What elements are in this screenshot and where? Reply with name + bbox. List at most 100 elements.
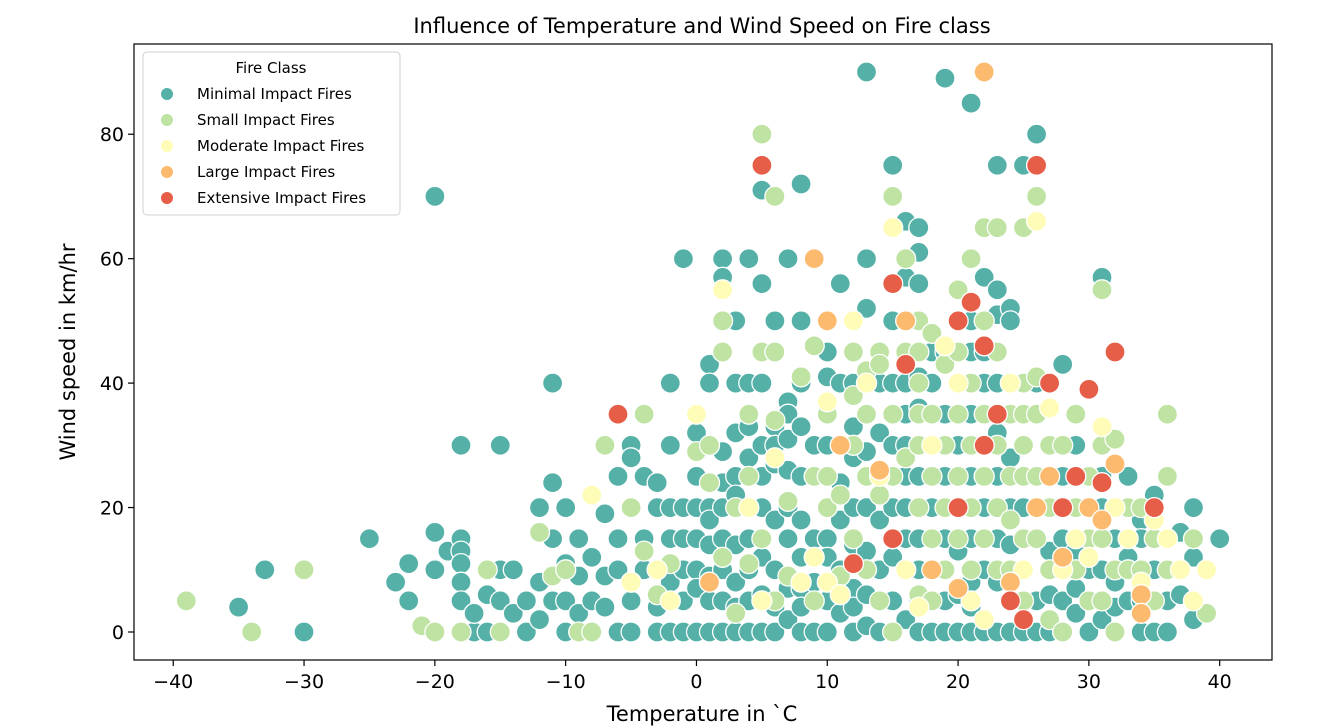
data-point — [698, 372, 721, 394]
legend-marker — [160, 113, 174, 127]
data-point — [816, 391, 838, 413]
x-tick-label: 0 — [690, 671, 702, 693]
data-point — [1078, 546, 1100, 568]
data-point — [620, 447, 642, 469]
data-point — [1078, 621, 1100, 643]
data-point — [241, 621, 263, 643]
data-point — [986, 279, 1008, 301]
data-point — [986, 154, 1008, 176]
legend-entry: Large Impact Fires — [197, 163, 335, 181]
data-point — [829, 509, 851, 531]
legend-entry: Minimal Impact Fires — [197, 85, 352, 103]
data-point — [842, 596, 865, 618]
data-point — [882, 528, 904, 550]
data-point — [790, 366, 812, 388]
data-point — [1104, 453, 1126, 475]
data-point — [999, 372, 1022, 394]
data-point — [1117, 465, 1139, 488]
y-tick-label: 80 — [100, 124, 124, 146]
data-point — [725, 602, 747, 624]
data-point — [1038, 465, 1061, 488]
data-point — [646, 559, 668, 581]
data-point — [1078, 378, 1100, 400]
data-point — [476, 559, 498, 581]
data-point — [960, 559, 982, 581]
data-point — [398, 552, 420, 575]
data-point — [1209, 528, 1231, 550]
data-point — [921, 403, 943, 425]
data-point — [489, 590, 511, 612]
data-point — [1052, 434, 1074, 456]
data-point — [921, 528, 943, 550]
data-point — [1169, 559, 1192, 581]
data-point — [816, 528, 838, 550]
data-point — [1091, 590, 1113, 612]
y-tick-label: 60 — [100, 249, 124, 271]
data-point — [463, 602, 485, 624]
data-point — [777, 428, 799, 450]
data-point — [842, 384, 865, 407]
data-point — [790, 509, 812, 531]
data-point — [620, 621, 642, 643]
data-point — [855, 61, 878, 83]
data-point — [1104, 341, 1126, 363]
data-point — [973, 335, 995, 357]
data-point — [999, 571, 1022, 593]
data-point — [607, 528, 629, 550]
data-point — [816, 465, 838, 488]
data-point — [868, 459, 891, 481]
data-point — [1104, 496, 1126, 519]
data-point — [764, 409, 786, 432]
data-point — [1038, 372, 1061, 394]
data-point — [764, 509, 786, 531]
data-point — [594, 503, 616, 525]
data-point — [960, 248, 982, 270]
data-point — [960, 291, 982, 313]
data-point — [829, 272, 851, 295]
data-point — [829, 484, 851, 506]
data-point — [358, 528, 381, 550]
data-point — [999, 310, 1022, 332]
legend-marker — [160, 165, 174, 179]
data-point — [999, 509, 1022, 531]
data-point — [973, 528, 995, 550]
data-point — [1025, 496, 1048, 519]
legend-entry: Moderate Impact Fires — [197, 137, 365, 155]
chart-title: Influence of Temperature and Wind Speed … — [413, 14, 990, 38]
data-point — [738, 496, 760, 519]
data-point — [751, 272, 773, 295]
data-point — [450, 621, 472, 643]
legend-title: Fire Class — [235, 59, 306, 77]
data-point — [528, 496, 551, 519]
data-point — [895, 447, 917, 469]
data-point — [1065, 403, 1087, 425]
data-point — [711, 248, 734, 270]
data-point — [1156, 465, 1179, 488]
y-tick-label: 20 — [100, 498, 124, 520]
data-point — [882, 216, 904, 239]
data-point — [738, 403, 760, 425]
data-point — [921, 434, 943, 456]
data-point — [633, 540, 655, 562]
data-point — [1038, 397, 1061, 419]
data-point — [738, 248, 760, 270]
data-point — [698, 509, 721, 531]
data-point — [515, 590, 538, 612]
y-axis-label: Wind speed in km/hr — [56, 243, 80, 460]
data-point — [999, 590, 1022, 612]
x-tick-label: 40 — [1208, 671, 1232, 693]
data-point — [528, 608, 551, 631]
data-point — [1091, 509, 1113, 531]
data-point — [1091, 279, 1113, 301]
data-point — [855, 372, 878, 394]
legend-entry: Small Impact Fires — [197, 111, 335, 129]
x-tick-label: −30 — [284, 671, 324, 693]
data-point — [1130, 584, 1152, 606]
data-point — [502, 602, 524, 624]
data-point — [816, 571, 838, 593]
data-point — [1130, 602, 1152, 624]
data-point — [1065, 465, 1087, 488]
data-point — [594, 434, 616, 456]
data-point — [790, 310, 812, 332]
data-point — [1156, 528, 1179, 550]
